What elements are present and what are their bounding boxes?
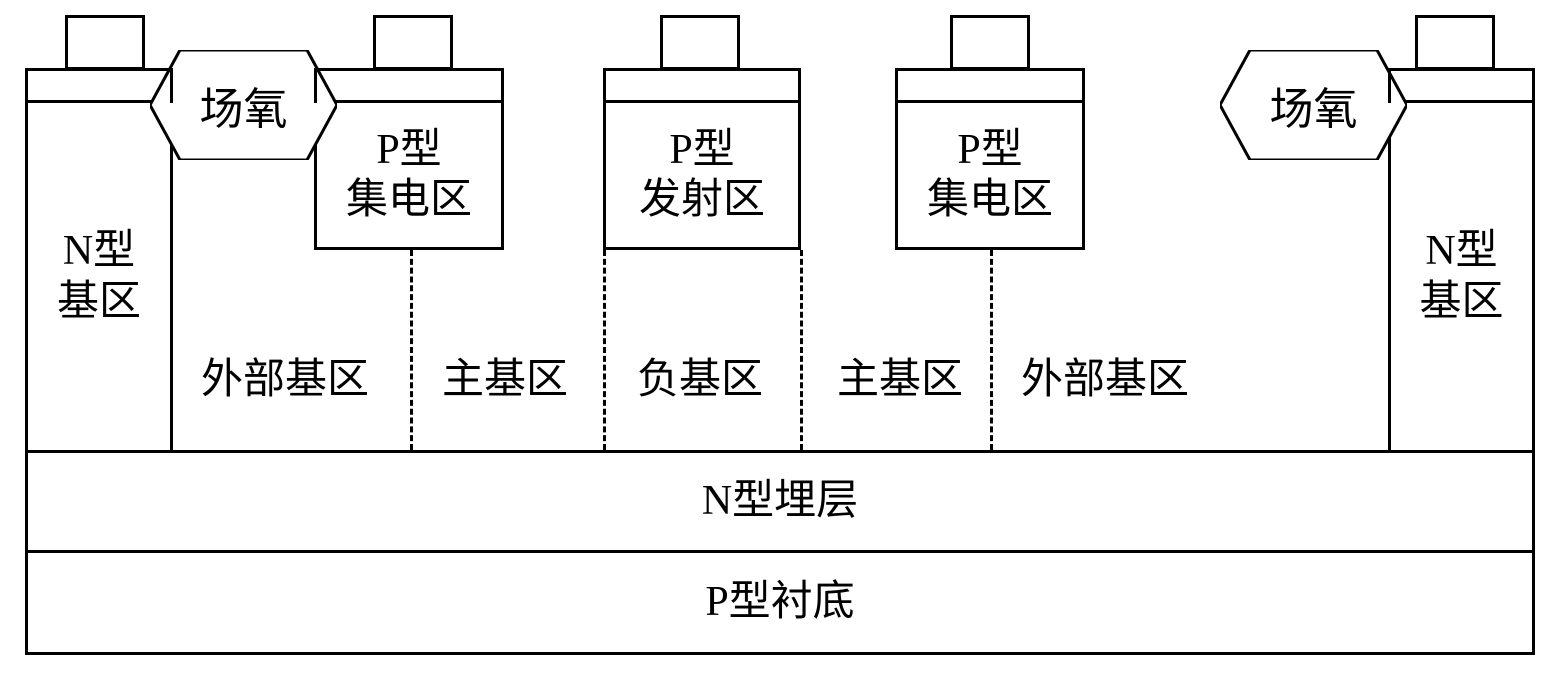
main-base-left-label: 主基区: [425, 345, 585, 406]
p-collector-left-label: P型 集电区: [346, 125, 472, 226]
field-oxide-left: 场氧: [150, 50, 337, 160]
contact-4: [950, 15, 1030, 70]
outer-base-right-label: 外部基区: [1005, 345, 1205, 406]
main-base-right-label: 主基区: [820, 345, 980, 406]
p-substrate-label: P型衬底: [705, 577, 854, 627]
n-buried-label: N型埋层: [702, 476, 858, 526]
semiconductor-cross-section: P型衬底 N型埋层 N型 基区 N型 基区 外部基区 主基区 负基区 主基区 外…: [10, 10, 1547, 679]
p-collector-left: P型 集电区: [314, 100, 504, 250]
p-collector-right-top: [895, 68, 1085, 103]
n-base-left-label: N型 基区: [57, 226, 141, 327]
field-oxide-right-label: 场氧: [1270, 73, 1358, 137]
outer-base-left-label: 外部基区: [185, 345, 385, 406]
negative-base-label: 负基区: [620, 345, 780, 406]
divider-3: [800, 250, 803, 450]
contact-5: [1415, 15, 1495, 70]
field-oxide-left-label: 场氧: [200, 73, 288, 137]
p-collector-left-top: [314, 68, 504, 103]
divider-4: [990, 250, 993, 450]
contact-2: [373, 15, 453, 70]
p-substrate-layer: P型衬底: [25, 550, 1535, 655]
contact-1: [65, 15, 145, 70]
n-base-right: N型 基区: [1388, 100, 1535, 453]
p-emitter: P型 发射区: [603, 100, 801, 250]
n-base-right-label: N型 基区: [1419, 226, 1503, 327]
divider-1: [410, 250, 413, 450]
field-oxide-right: 场氧: [1220, 50, 1407, 160]
divider-2: [603, 250, 606, 450]
p-collector-right-label: P型 集电区: [927, 125, 1053, 226]
n-buried-layer: N型埋层: [25, 450, 1535, 553]
n-base-right-top: [1388, 68, 1535, 103]
p-collector-right: P型 集电区: [895, 100, 1085, 250]
p-emitter-top: [603, 68, 801, 103]
contact-3: [660, 15, 740, 70]
p-emitter-label: P型 发射区: [639, 125, 765, 226]
n-base-left-top: [25, 68, 173, 103]
